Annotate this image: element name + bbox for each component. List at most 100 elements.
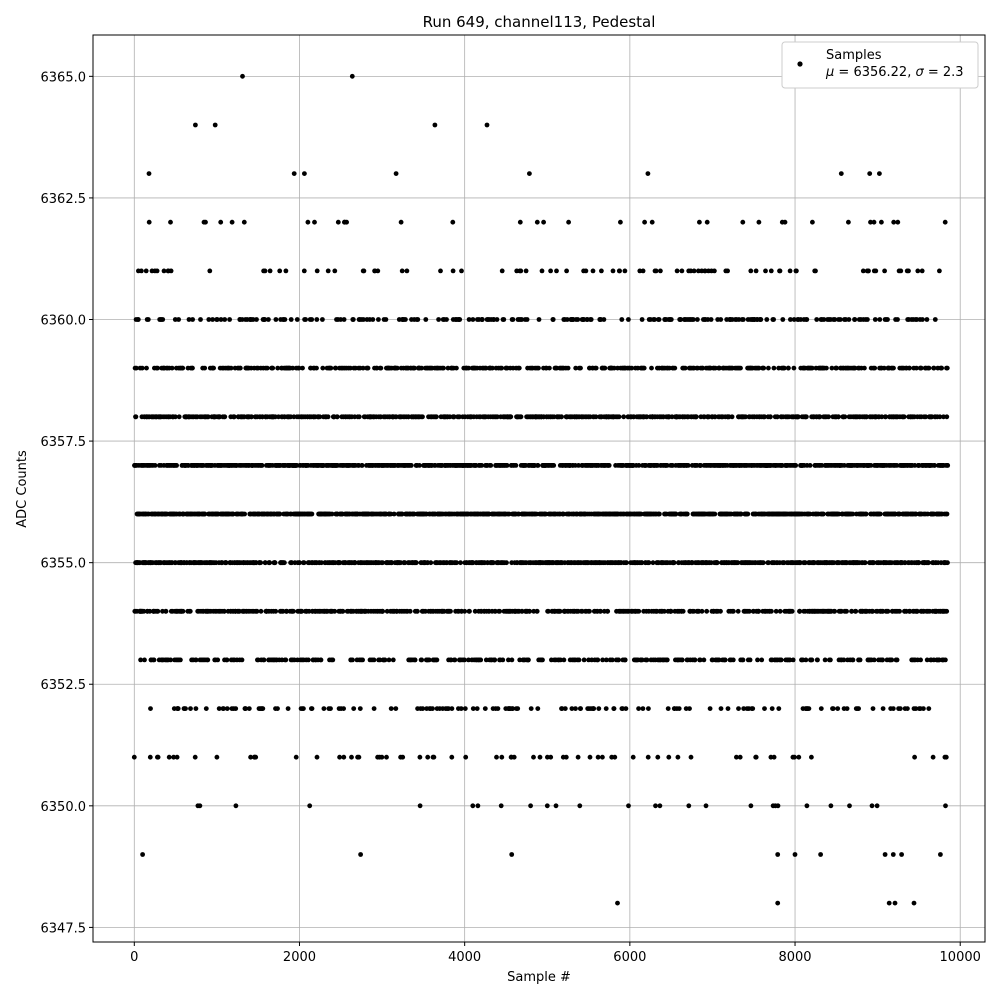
data-point xyxy=(924,317,930,322)
data-point xyxy=(626,803,631,809)
data-point xyxy=(340,608,346,614)
data-point xyxy=(905,706,910,711)
data-point xyxy=(944,365,950,371)
data-point xyxy=(383,317,389,322)
data-point xyxy=(262,317,267,322)
data-point xyxy=(665,706,671,711)
data-point xyxy=(417,463,422,468)
data-point xyxy=(203,706,209,711)
data-point xyxy=(501,317,507,322)
data-point xyxy=(488,463,494,468)
data-point xyxy=(420,414,425,420)
data-point xyxy=(239,657,245,663)
data-point xyxy=(528,706,534,711)
data-point xyxy=(891,219,897,225)
data-point xyxy=(548,268,553,274)
data-point xyxy=(513,463,519,468)
data-point xyxy=(166,754,172,760)
data-point xyxy=(792,754,797,760)
data-point xyxy=(415,608,420,614)
data-point xyxy=(601,317,607,322)
data-point xyxy=(536,365,541,371)
data-point xyxy=(303,317,308,322)
data-point xyxy=(573,706,578,711)
data-point xyxy=(138,657,144,663)
data-point xyxy=(210,317,216,322)
data-point xyxy=(768,268,774,274)
data-point xyxy=(871,657,877,663)
data-point xyxy=(865,317,870,322)
data-point xyxy=(193,706,199,711)
data-point xyxy=(262,560,268,566)
data-point xyxy=(309,511,315,517)
data-point xyxy=(528,803,533,809)
data-point xyxy=(639,317,645,322)
data-point xyxy=(262,268,268,274)
data-point xyxy=(764,317,770,322)
data-point xyxy=(771,754,777,760)
data-point xyxy=(361,317,366,322)
data-point xyxy=(277,511,283,517)
data-point xyxy=(769,706,775,711)
data-point xyxy=(943,657,948,663)
data-point xyxy=(515,706,521,711)
data-point xyxy=(548,754,554,760)
data-point xyxy=(203,219,208,225)
data-point xyxy=(736,706,741,711)
data-point xyxy=(260,706,266,711)
data-point xyxy=(206,317,212,322)
data-point xyxy=(458,706,464,711)
data-point xyxy=(407,608,413,614)
data-point xyxy=(695,317,700,322)
data-point xyxy=(945,560,950,566)
data-point xyxy=(312,219,317,225)
data-point xyxy=(264,365,270,371)
data-point-outlier xyxy=(890,852,896,857)
legend: Samples μ = 6356.22, σ = 2.3 xyxy=(781,41,979,89)
data-point xyxy=(290,365,296,371)
data-point xyxy=(399,268,405,274)
data-point xyxy=(135,317,141,322)
data-point xyxy=(588,317,594,322)
data-point xyxy=(335,219,341,225)
data-point xyxy=(243,706,249,711)
data-point xyxy=(836,414,841,420)
data-point xyxy=(718,706,724,711)
data-point xyxy=(697,219,702,225)
data-point xyxy=(139,268,144,274)
data-point xyxy=(838,171,844,177)
data-point xyxy=(763,268,768,274)
data-point xyxy=(417,754,423,760)
data-point xyxy=(646,706,651,711)
data-point xyxy=(561,657,567,663)
data-point xyxy=(173,414,178,420)
data-point xyxy=(804,414,809,420)
data-point xyxy=(171,754,177,760)
data-point xyxy=(494,317,500,322)
data-point xyxy=(224,706,230,711)
data-point xyxy=(174,754,180,760)
data-point xyxy=(658,268,663,274)
data-point xyxy=(393,706,399,711)
data-point xyxy=(222,317,228,322)
data-point xyxy=(207,268,213,274)
data-point xyxy=(796,754,802,760)
data-point xyxy=(275,706,280,711)
data-point xyxy=(747,657,753,663)
data-point xyxy=(701,657,707,663)
data-point xyxy=(595,754,601,760)
data-point xyxy=(391,511,397,517)
data-point xyxy=(810,219,815,225)
data-point xyxy=(390,657,396,663)
data-point xyxy=(535,706,541,711)
data-point xyxy=(740,317,746,322)
data-point xyxy=(145,317,151,322)
data-point xyxy=(330,657,336,663)
data-point xyxy=(587,754,593,760)
data-point xyxy=(341,317,347,322)
data-point xyxy=(869,803,875,809)
data-point xyxy=(780,317,786,322)
data-point xyxy=(581,657,587,663)
data-point xyxy=(769,608,774,614)
data-point xyxy=(735,608,741,614)
